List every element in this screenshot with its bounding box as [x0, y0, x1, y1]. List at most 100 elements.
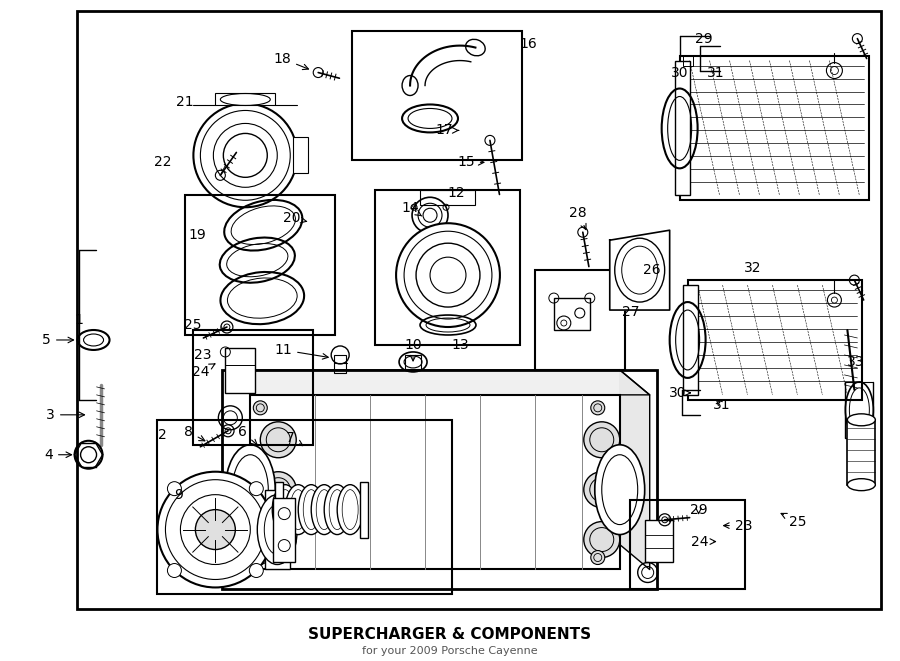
Circle shape: [167, 564, 182, 578]
Ellipse shape: [324, 485, 350, 535]
Text: 21: 21: [176, 95, 194, 110]
Text: 1: 1: [74, 313, 83, 327]
Bar: [266, 490, 290, 570]
Text: 30: 30: [670, 65, 688, 79]
Text: 27: 27: [622, 305, 640, 319]
Ellipse shape: [194, 104, 297, 208]
Bar: [250, 395, 620, 570]
Text: 23: 23: [194, 348, 212, 362]
Bar: [352, 30, 522, 161]
Circle shape: [167, 482, 182, 496]
Text: 24: 24: [691, 535, 716, 549]
Ellipse shape: [158, 472, 274, 588]
Bar: [405, 355, 421, 369]
Text: 26: 26: [643, 263, 661, 277]
Circle shape: [249, 482, 264, 496]
Text: 3: 3: [46, 408, 85, 422]
Ellipse shape: [848, 479, 876, 490]
Circle shape: [249, 564, 264, 578]
Ellipse shape: [396, 223, 500, 327]
Bar: [275, 482, 284, 537]
Text: 33: 33: [847, 355, 864, 369]
Text: 29: 29: [689, 502, 707, 517]
Ellipse shape: [584, 422, 620, 457]
Bar: [554, 298, 590, 330]
Ellipse shape: [584, 472, 620, 508]
Bar: [185, 195, 335, 335]
Bar: [848, 420, 876, 485]
Ellipse shape: [848, 414, 876, 426]
Bar: [158, 420, 452, 594]
Ellipse shape: [584, 522, 620, 557]
Circle shape: [253, 551, 267, 564]
Text: 16: 16: [519, 36, 536, 51]
Text: 10: 10: [404, 338, 422, 361]
Text: SUPERCHARGER & COMPONENTS: SUPERCHARGER & COMPONENTS: [309, 627, 591, 642]
Text: 28: 28: [569, 206, 587, 229]
Text: 31: 31: [706, 65, 724, 79]
Text: 18: 18: [274, 52, 309, 69]
Ellipse shape: [595, 445, 644, 535]
Text: 15: 15: [457, 155, 484, 169]
Bar: [375, 190, 520, 345]
Bar: [76, 11, 881, 609]
Ellipse shape: [311, 485, 338, 535]
Polygon shape: [620, 370, 650, 570]
Circle shape: [590, 551, 605, 564]
Ellipse shape: [285, 485, 311, 535]
Text: 31: 31: [713, 398, 731, 412]
Text: 22: 22: [154, 155, 171, 169]
Text: 19: 19: [188, 228, 206, 242]
Text: 11: 11: [274, 343, 328, 359]
Bar: [194, 330, 313, 445]
Bar: [682, 285, 698, 395]
Text: 25: 25: [184, 318, 201, 332]
Ellipse shape: [260, 522, 296, 557]
Ellipse shape: [225, 445, 275, 535]
Text: 17: 17: [436, 124, 458, 137]
Bar: [274, 498, 295, 561]
Bar: [334, 355, 346, 373]
Ellipse shape: [257, 494, 297, 564]
Text: 2: 2: [158, 428, 166, 442]
Bar: [682, 56, 693, 65]
Ellipse shape: [260, 472, 296, 508]
Text: 9: 9: [174, 488, 183, 502]
Ellipse shape: [273, 485, 298, 535]
Bar: [630, 500, 744, 590]
Bar: [675, 61, 689, 195]
Bar: [215, 93, 275, 106]
Circle shape: [590, 401, 605, 415]
Text: 23: 23: [724, 519, 752, 533]
Bar: [680, 56, 869, 200]
Ellipse shape: [195, 510, 235, 549]
Text: 32: 32: [743, 261, 761, 275]
Text: 25: 25: [781, 514, 806, 529]
Ellipse shape: [260, 422, 296, 457]
Bar: [225, 348, 256, 393]
Text: 20: 20: [284, 212, 307, 225]
Text: 12: 12: [447, 186, 464, 200]
Ellipse shape: [298, 485, 324, 535]
Text: 24: 24: [192, 364, 215, 379]
Bar: [420, 190, 475, 206]
Bar: [688, 280, 862, 400]
Text: 6: 6: [238, 425, 257, 445]
Bar: [644, 520, 672, 561]
Text: 5: 5: [42, 333, 74, 347]
Text: 14: 14: [401, 201, 422, 216]
Bar: [293, 137, 308, 173]
Text: for your 2009 Porsche Cayenne: for your 2009 Porsche Cayenne: [362, 646, 538, 656]
Polygon shape: [250, 370, 650, 395]
Text: 13: 13: [451, 338, 469, 352]
Bar: [535, 270, 625, 370]
Text: 30: 30: [669, 386, 690, 400]
Bar: [222, 370, 657, 590]
Polygon shape: [610, 230, 670, 310]
Text: 4: 4: [44, 447, 72, 462]
Ellipse shape: [338, 485, 363, 535]
Text: 29: 29: [695, 32, 713, 46]
Circle shape: [253, 401, 267, 415]
Text: 8: 8: [184, 425, 205, 441]
Text: 7: 7: [286, 431, 302, 446]
